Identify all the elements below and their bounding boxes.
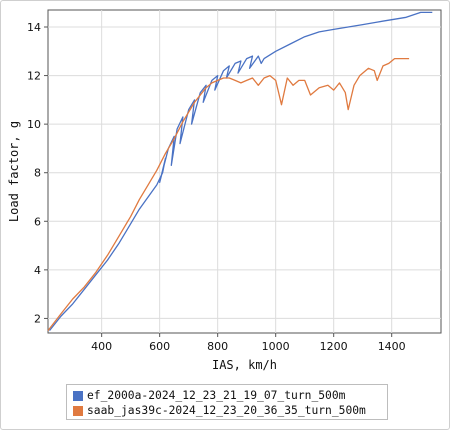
plot-area — [47, 9, 442, 334]
grid-lines — [48, 10, 441, 333]
axis-ticks: 400 600 800 1000 1200 1400 2 4 6 8 10 12 14 — [27, 21, 406, 353]
y-tick-label: 4 — [34, 264, 41, 277]
x-tick-label: 1200 — [320, 340, 348, 353]
y-tick-label: 2 — [34, 312, 41, 325]
y-tick-label: 6 — [34, 215, 41, 228]
x-tick-label: 1000 — [262, 340, 290, 353]
legend-label-jas39c: saab_jas39c-2024_12_23_20_36_35_turn_500… — [87, 404, 366, 417]
series-line-jas39c — [47, 57, 410, 331]
x-tick-label: 600 — [149, 340, 170, 353]
x-axis-label: IAS, km/h — [212, 358, 277, 372]
series-line-ef2000 — [48, 11, 433, 332]
legend-item-jas39c: saab_jas39c-2024_12_23_20_36_35_turn_500… — [73, 403, 366, 418]
series-lines — [47, 11, 433, 332]
x-tick-label: 800 — [207, 340, 228, 353]
legend: ef_2000a-2024_12_23_21_19_07_turn_500m s… — [66, 384, 388, 420]
x-tick-label: 400 — [91, 340, 112, 353]
legend-item-ef2000: ef_2000a-2024_12_23_21_19_07_turn_500m — [73, 388, 345, 403]
y-tick-label: 12 — [27, 70, 41, 83]
y-tick-label: 10 — [27, 118, 41, 131]
legend-swatch-ef2000 — [73, 390, 83, 401]
y-tick-label: 14 — [27, 21, 41, 34]
x-tick-label: 1400 — [378, 340, 406, 353]
legend-swatch-jas39c — [73, 405, 83, 416]
y-axis-label: Load factor, g — [7, 121, 21, 222]
y-tick-label: 8 — [34, 167, 41, 180]
legend-label-ef2000: ef_2000a-2024_12_23_21_19_07_turn_500m — [87, 389, 346, 402]
